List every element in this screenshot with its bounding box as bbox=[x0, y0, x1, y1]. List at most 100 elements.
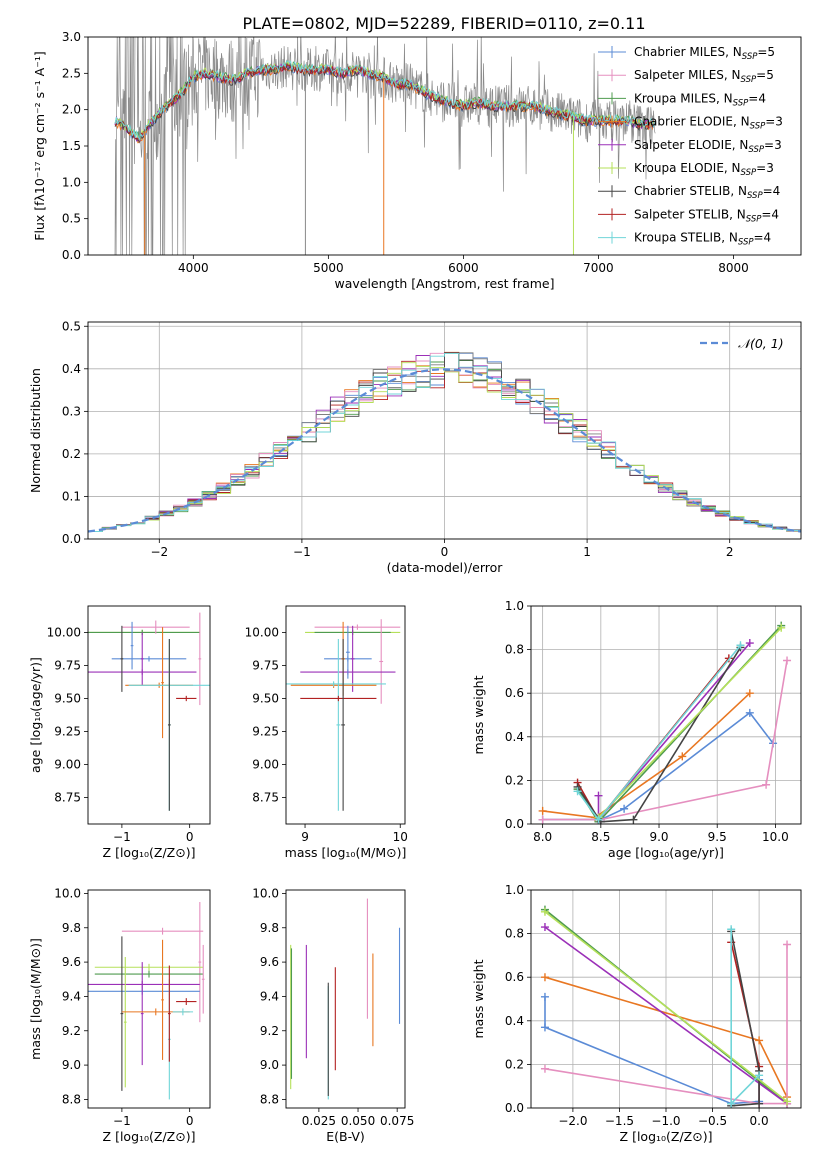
legend-sub: SSP bbox=[747, 191, 763, 201]
x-axis-label: age [log₁₀(age/yr)] bbox=[608, 845, 724, 860]
y-tick-label: 9.4 bbox=[260, 989, 279, 1003]
plot-area bbox=[88, 902, 205, 1100]
histogram-step bbox=[88, 352, 801, 532]
y-axis-label: mass weight bbox=[471, 959, 486, 1038]
y-tick-label: 2.0 bbox=[62, 103, 81, 117]
panel-mass-vs-ebv: 0.025 0.050 0.075 8.8 9.0 9.2 9.4 9.6 9.8 10.0 E(B… bbox=[252, 886, 414, 1144]
x-tick-label: −1.5 bbox=[605, 1114, 634, 1128]
weight-point-marker bbox=[755, 1099, 764, 1108]
spectrum-model-line bbox=[114, 60, 656, 142]
legend-sub: SSP bbox=[742, 52, 758, 62]
axes-frame bbox=[285, 889, 406, 1109]
y-tick-label: 0.1 bbox=[62, 489, 81, 503]
y-axis-label: Flux [fλ10⁻¹⁷ erg cm⁻² s⁻¹ A⁻¹] bbox=[32, 51, 47, 240]
x-tick-label: 5000 bbox=[313, 261, 344, 275]
x-axis-label: mass [log₁₀(M/M⊙)] bbox=[285, 845, 407, 860]
x-tick-label: 0.025 bbox=[302, 1114, 336, 1128]
x-tick-label: 9.0 bbox=[649, 830, 668, 844]
x-tick-label: 0 bbox=[441, 545, 449, 559]
legend-value: =4 bbox=[763, 184, 781, 198]
x-tick-label: −1 bbox=[113, 830, 131, 844]
x-axis-label: Z [log₁₀(Z/Z⊙)] bbox=[620, 1129, 713, 1144]
y-tick-label: 9.00 bbox=[54, 758, 81, 772]
legend-label: Salpeter MILES, NSSP=5 bbox=[634, 68, 774, 85]
y-tick-label: 9.8 bbox=[62, 921, 81, 935]
y-tick-label: 1.0 bbox=[505, 883, 524, 897]
weight-point-marker bbox=[629, 815, 638, 824]
weight-series-line bbox=[544, 944, 788, 1105]
y-tick-label: 1.5 bbox=[62, 139, 81, 153]
weight-point-marker bbox=[755, 1036, 764, 1045]
y-tick-label: 10.00 bbox=[47, 625, 81, 639]
weight-point-marker bbox=[736, 641, 745, 650]
legend-label: Salpeter STELIB, NSSP=4 bbox=[634, 207, 779, 224]
axes-frame bbox=[285, 605, 406, 825]
weight-point-marker bbox=[538, 815, 547, 824]
x-tick-label: 8.0 bbox=[533, 830, 552, 844]
x-axis-label: Z [log₁₀(Z/Z⊙)] bbox=[103, 845, 196, 860]
y-axis-label: mass [log₁₀(M/M⊙)] bbox=[28, 938, 43, 1060]
weight-point-marker bbox=[727, 1099, 736, 1108]
weight-point-marker bbox=[783, 1097, 792, 1106]
y-tick-label: 8.8 bbox=[62, 1092, 81, 1106]
x-tick-label: 0.075 bbox=[380, 1114, 414, 1128]
y-tick-label: 3.0 bbox=[62, 30, 81, 44]
plot-area bbox=[88, 322, 801, 539]
plot-area bbox=[531, 606, 801, 824]
plot-area bbox=[290, 898, 401, 1100]
weight-point-marker bbox=[540, 907, 549, 916]
legend-value: =3 bbox=[765, 115, 783, 129]
legend-sub: SSP bbox=[746, 214, 762, 224]
weight-point-marker bbox=[540, 923, 549, 932]
y-tick-label: 0.2 bbox=[62, 447, 81, 461]
weight-point-marker bbox=[745, 639, 754, 648]
y-tick-label: 0.5 bbox=[62, 319, 81, 333]
y-tick-label: 0.0 bbox=[505, 1101, 524, 1115]
y-tick-label: 9.6 bbox=[260, 955, 279, 969]
y-tick-label: 9.50 bbox=[252, 691, 279, 705]
legend-value: =4 bbox=[754, 231, 772, 245]
x-axis-label: Z [log₁₀(Z/Z⊙)] bbox=[103, 1129, 196, 1144]
spectrum-model-line bbox=[114, 60, 656, 141]
weight-point-marker bbox=[540, 1064, 549, 1073]
y-tick-label: 0.4 bbox=[62, 362, 81, 376]
panel-mass-vs-z: −1 0 8.8 9.0 9.2 9.4 9.6 9.8 10.0 Z [log₁₀(Z/Z⊙)]… bbox=[28, 886, 211, 1144]
x-tick-label: 0 bbox=[186, 830, 194, 844]
legend-label: 𝒩(0, 1) bbox=[738, 336, 784, 351]
x-axis-label: wavelength [Angstrom, rest frame] bbox=[334, 276, 554, 291]
weight-point-marker bbox=[762, 780, 771, 789]
y-tick-label: 1.0 bbox=[505, 599, 524, 613]
weight-series-line bbox=[576, 646, 742, 823]
weight-point-marker bbox=[538, 806, 547, 815]
legend-label: Chabrier ELODIE, NSSP=3 bbox=[634, 115, 783, 132]
y-tick-label: 0.3 bbox=[62, 404, 81, 418]
y-tick-label: 9.6 bbox=[62, 955, 81, 969]
legend-sub: SSP bbox=[741, 75, 757, 85]
panel-weight-vs-age: 8.0 8.5 9.0 9.5 10.0 0.0 0.2 0.4 0.6 0.8 1.0 age [l… bbox=[471, 599, 802, 860]
x-tick-label: 10 bbox=[393, 830, 408, 844]
x-tick-label: 9 bbox=[301, 830, 309, 844]
x-tick-label: −1 bbox=[293, 545, 311, 559]
y-tick-label: 0.0 bbox=[62, 532, 81, 546]
y-tick-label: 9.0 bbox=[260, 1058, 279, 1072]
weight-series-line bbox=[730, 931, 760, 1107]
axes-frame bbox=[530, 605, 802, 825]
y-tick-label: 0.8 bbox=[505, 643, 524, 657]
weight-point-marker bbox=[755, 1071, 764, 1080]
legend-value: =3 bbox=[764, 138, 782, 152]
x-tick-label: 8.5 bbox=[591, 830, 610, 844]
x-tick-label: −2.0 bbox=[558, 1114, 587, 1128]
x-tick-label: 6000 bbox=[448, 261, 479, 275]
x-tick-label: −1 bbox=[113, 1114, 131, 1128]
panel-weight-vs-z: −2.0 −1.5 −1.0 −0.5 0.0 0.0 0.2 0.4 0.6 0.8 1.0 Z [… bbox=[471, 883, 802, 1144]
y-tick-label: 0.6 bbox=[505, 970, 524, 984]
y-tick-label: 8.8 bbox=[260, 1092, 279, 1106]
y-tick-label: 1.0 bbox=[62, 175, 81, 189]
weight-point-marker bbox=[745, 689, 754, 698]
legend-sub: SSP bbox=[748, 145, 764, 155]
panel-age-vs-z: −1 0 8.75 9.00 9.25 9.50 9.75 10.00 Z [log₁₀(Z/Z… bbox=[28, 605, 211, 860]
weight-point-marker bbox=[678, 752, 687, 761]
x-tick-label: 8000 bbox=[718, 261, 749, 275]
legend-sub: SSP bbox=[738, 238, 754, 248]
